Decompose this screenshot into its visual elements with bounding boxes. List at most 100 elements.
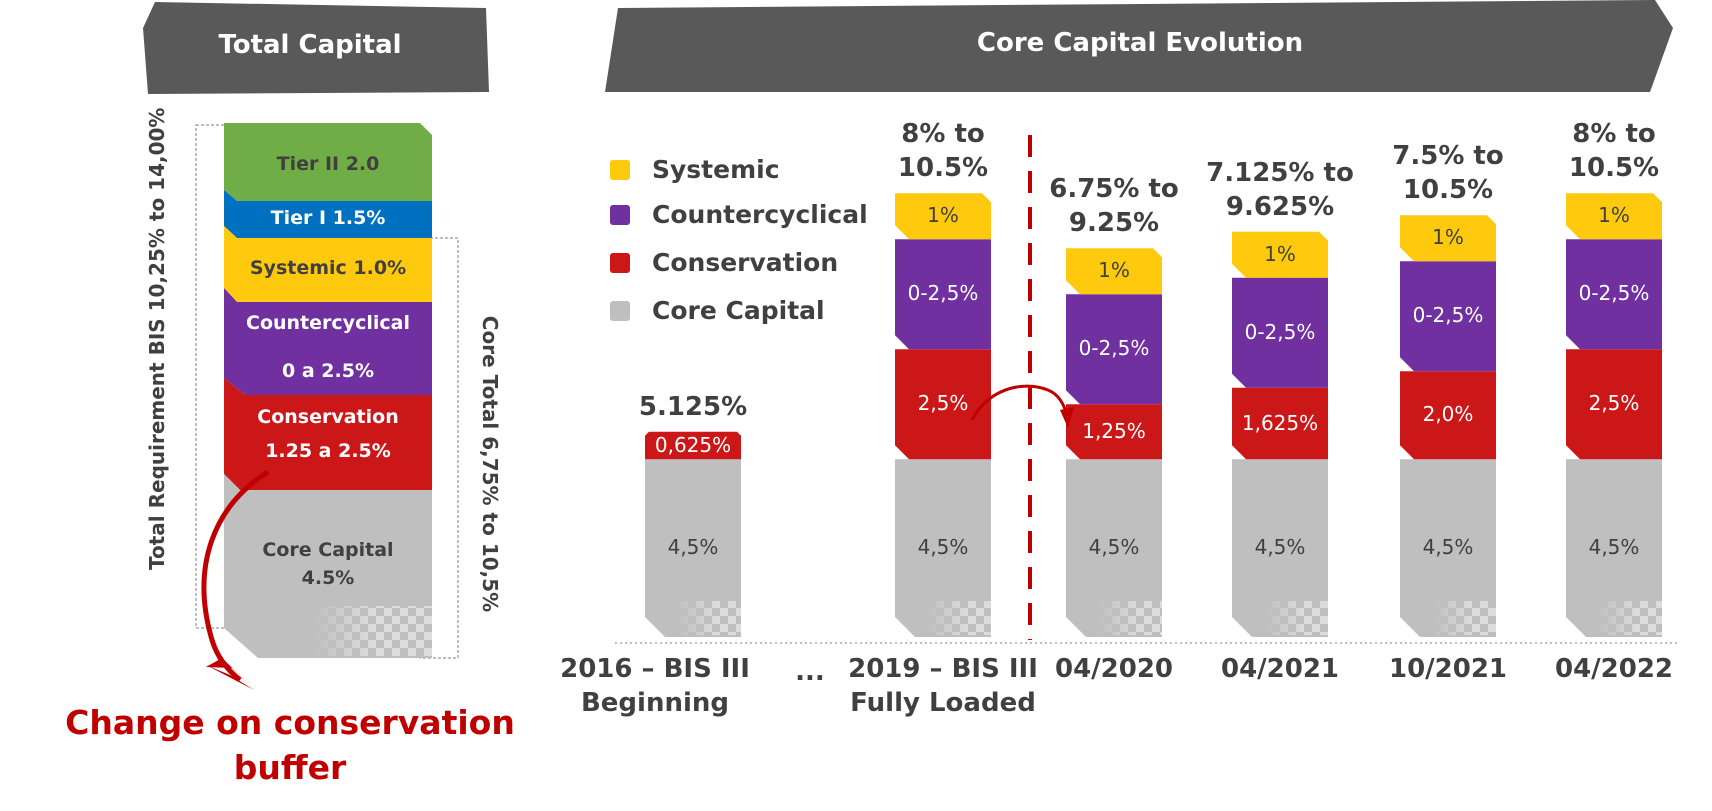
conservation-label: Conservation [257,406,399,428]
legend-label-systemic: Systemic [652,155,780,184]
bar-segment-conservation [1066,404,1162,460]
legend-label-core-capital: Core Capital [652,296,825,325]
total-capital-banner [143,2,489,94]
bar-segment-core-capital [645,459,741,637]
bar-segment-core-capital [1232,459,1328,637]
bar-total-label: 7.125% to 9.625% [1206,156,1354,224]
segment-tier2 [224,123,432,201]
bar-segment-core-capital [1066,459,1162,637]
bar-value-label: 0-2,5% [1578,281,1650,306]
bar-segment-systemic [1400,215,1496,262]
bar-total-line: 9.625% [1225,191,1335,222]
category-label-line: 2019 – BIS III [848,654,1038,684]
segment-countercyclical [224,288,432,395]
bar-segment-conservation [1566,349,1662,460]
bar-total-label: 8% to 10.5% [898,117,988,185]
category-label-line: 2016 – BIS III [560,654,750,684]
callout-line1: Change on conservation [65,703,515,742]
bar-value-label: 4,5% [1422,535,1474,560]
bar-value-label: 1% [1264,241,1296,266]
countercyclical-label: Countercyclical [246,312,410,334]
bar-segment-systemic [1566,193,1662,240]
category-label: 10/2021 [1389,652,1507,686]
category-label: 04/2020 [1055,652,1173,686]
category-label: 2016 – BIS III Beginning [560,652,750,720]
bar-segment-conservation [895,349,991,460]
segment-tier1 [224,190,432,238]
bar-value-label: 4,5% [1088,535,1140,560]
bar-segment-conservation [1400,371,1496,460]
bar-value-label: 2,5% [917,391,969,416]
legend-label-countercyclical: Countercyclical [652,200,868,229]
category-label-line: 10/2021 [1388,654,1508,684]
legend-systemic: Systemic [610,155,780,184]
total-capital-title: Total Capital [218,30,402,60]
category-label-line: 04/2022 [1554,654,1674,684]
core-capital-evolution-banner [605,0,1673,92]
bar-total-line: 10.5% [1568,153,1660,184]
category-label-line: 04/2021 [1220,654,1340,684]
bar-segment-countercyclical [1232,277,1328,388]
bar-value-label: 1,25% [1082,418,1146,443]
bar-value-label: 4,5% [1254,535,1306,560]
bar-value-label: 1% [1098,258,1130,283]
bar-segment-systemic [1066,248,1162,295]
bar-value-label: 1,625% [1241,410,1319,435]
category-label: 04/2022 [1555,652,1673,686]
bar-total-label: 6.75% to 9.25% [1049,172,1179,240]
core-capital-evolution-title: Core Capital Evolution [976,28,1304,58]
bar-total-line: 9.25% [1068,208,1160,239]
legend-swatch-core-capital [610,300,630,321]
bar-total-label: 8% to 10.5% [1569,117,1659,185]
category-label-line: Beginning [580,688,730,718]
core-capital-label: Core Capital [262,539,394,561]
bar-total-line: 10.5% [897,153,989,184]
legend-swatch-systemic [610,159,630,180]
bar-total-label: 5.125% [639,390,747,424]
bar-total-line: 7.5% to [1392,141,1504,172]
bar-segment-systemic [895,193,991,240]
bar-segment-systemic [1232,231,1328,278]
segment-systemic [224,226,432,302]
bar-value-label: 0-2,5% [907,281,979,306]
bar-value-label: 0-2,5% [1244,319,1316,344]
bar-total-line: 6.75% to [1049,174,1179,205]
bar-segment-countercyclical [1066,294,1162,405]
bar-segment-conservation [645,431,741,460]
segment-conservation [224,378,432,490]
legend-conservation: Conservation [610,248,838,277]
bar-value-label: 4,5% [1588,535,1640,560]
bar-value-label: 1% [1432,225,1464,250]
legend-swatch-conservation [610,252,630,273]
bar-value-label: 0-2,5% [1412,303,1484,328]
bar-value-label: 1% [927,203,959,228]
ellipsis-label: ... [795,657,825,687]
bar-value-label: 2,0% [1422,402,1474,427]
total-capital-stack [195,123,459,690]
core-capital-value-label: 4.5% [301,567,355,589]
bar-value-label: 4,5% [917,535,969,560]
bar-segment-countercyclical [895,239,991,350]
tier2-label: Tier II 2.0 [276,153,380,175]
bar-value-label: 0,625% [654,432,732,457]
bar-total-line: 8% to [901,119,985,150]
legend-countercyclical: Countercyclical [610,200,868,229]
category-label-line: Fully Loaded [850,688,1036,718]
bar-total-line: 8% to [1572,119,1656,150]
callout-line2: buffer [233,748,347,787]
bar-segment-conservation [1232,387,1328,460]
bar-value-label: 2,5% [1588,391,1640,416]
legend-swatch-countercyclical [610,204,630,225]
systemic-label: Systemic 1.0% [249,257,407,279]
countercyclical-range-label: 0 a 2.5% [282,360,374,382]
bar-segment-core-capital [1566,459,1662,637]
bar-total-label: 7.5% to 10.5% [1392,139,1503,207]
legend-core-capital: Core Capital [610,296,825,325]
bar-total-line: 5.125% [638,391,748,422]
category-label-line: 04/2020 [1054,654,1174,684]
legend-label-conservation: Conservation [652,248,839,277]
bar-total-line: 7.125% to [1206,157,1354,188]
bar-segment-countercyclical [1400,261,1496,372]
